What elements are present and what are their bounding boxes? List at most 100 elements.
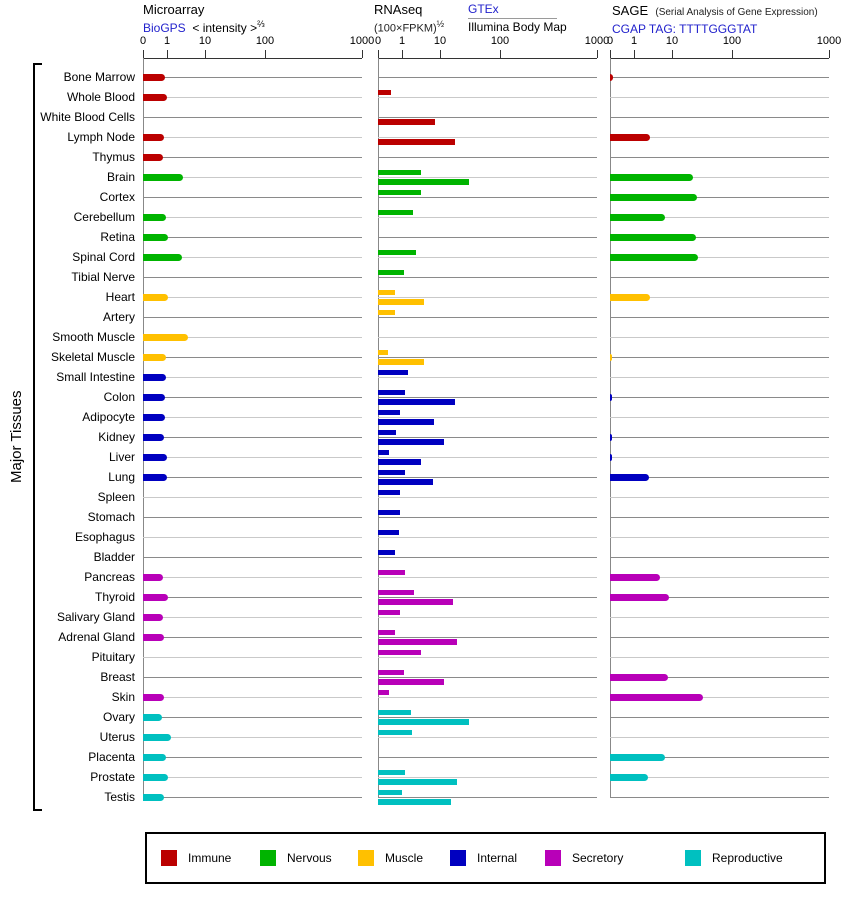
- sage-row-line-7: [610, 217, 829, 218]
- microarray-row-line-20: [143, 477, 362, 478]
- rnaseq-row-line-14: [378, 357, 597, 358]
- microarray-tick-100: [265, 50, 266, 58]
- microarray-bar-kidney: [143, 434, 164, 441]
- tissue-label-ovary: Ovary: [102, 710, 135, 724]
- tissues-bracket: [33, 63, 35, 811]
- rnaseq-row-line-0: [378, 77, 597, 78]
- microarray-tick-1: [167, 50, 168, 58]
- sage-row-line-29: [610, 657, 829, 658]
- rnaseq-tick-0: [378, 50, 379, 58]
- sage-row-line-3: [610, 137, 829, 138]
- microarray-row-line-0: [143, 77, 362, 78]
- tissue-label-artery: Artery: [102, 310, 135, 324]
- sage-row-line-24: [610, 557, 829, 558]
- microarray-bar-whole-blood: [143, 94, 167, 101]
- rnaseq-row-line-8: [378, 237, 597, 238]
- sage-bar-brain: [610, 174, 693, 181]
- microarray-row-line-19: [143, 457, 362, 458]
- sage-row-line-31: [610, 697, 829, 698]
- tissue-label-thyroid: Thyroid: [94, 590, 135, 604]
- sage-row-line-35: [610, 777, 829, 778]
- sage-tick-label-1: 1: [630, 35, 638, 47]
- tissue-label-cortex: Cortex: [99, 190, 135, 204]
- legend: Immune Nervous Muscle Internal Secretory Repr…: [145, 832, 826, 884]
- rnaseq-gtex-bar-prostate: [378, 770, 405, 775]
- sage-row-line-33: [610, 737, 829, 738]
- microarray-unit: < intensity >⅔: [192, 19, 265, 35]
- tissue-label-placenta: Placenta: [88, 750, 135, 764]
- rnaseq-illumina-bar-adipocyte: [378, 419, 434, 425]
- rnaseq-gtex-bar-esophagus: [378, 530, 399, 535]
- rnaseq-gtex-bar-adrenal-gland: [378, 630, 395, 635]
- rnaseq-row-line-12: [378, 317, 597, 318]
- microarray-bar-skeletal-muscle: [143, 354, 166, 361]
- rnaseq-row-line-17: [378, 417, 597, 418]
- sage-row-line-11: [610, 297, 829, 298]
- gtex-link[interactable]: GTEx: [468, 2, 499, 16]
- biogps-link[interactable]: BioGPS: [143, 21, 186, 35]
- rnaseq-gtex-bar-kidney: [378, 430, 396, 435]
- microarray-row-line-7: [143, 217, 362, 218]
- sage-row-line-5: [610, 177, 829, 178]
- microarray-bar-brain: [143, 174, 183, 181]
- rnaseq-row-line-26: [378, 597, 597, 598]
- rnaseq-illumina-bar-thyroid: [378, 599, 453, 605]
- rnaseq-gtex-bar-small-intestine: [378, 370, 408, 375]
- microarray-panel: 0 1 10 100 1000: [140, 0, 374, 810]
- legend-item-muscle: Muscle: [358, 850, 488, 866]
- rnaseq-row-line-20: [378, 477, 597, 478]
- rnaseq-tick-10: [440, 50, 441, 58]
- sage-row-line-16: [610, 397, 829, 398]
- tissue-label-lymph-node: Lymph Node: [67, 130, 135, 144]
- legend-item-immune: Immune: [161, 850, 291, 866]
- rnaseq-gtex-bar-cortex: [378, 190, 421, 195]
- legend-label-internal: Internal: [477, 851, 518, 865]
- rnaseq-row-line-11: [378, 297, 597, 298]
- microarray-row-line-31: [143, 697, 362, 698]
- sage-row-line-15: [610, 377, 829, 378]
- tissue-label-breast: Breast: [100, 670, 135, 684]
- rnaseq-illumina-bar-lymph-node: [378, 139, 455, 145]
- sage-row-line-22: [610, 517, 829, 518]
- tissue-label-stomach: Stomach: [87, 510, 135, 524]
- rnaseq-row-line-3: [378, 137, 597, 138]
- microarray-row-line-17: [143, 417, 362, 418]
- rnaseq-row-line-25: [378, 577, 597, 578]
- microarray-bar-salivary-gland: [143, 614, 163, 621]
- microarray-tick-label-1000: 1000: [349, 35, 375, 47]
- rnaseq-gtex-bar-skin: [378, 690, 389, 695]
- rnaseq-gtex-bar-pituitary: [378, 650, 421, 655]
- rnaseq-gtex-bar-liver: [378, 450, 389, 455]
- tissue-label-liver: Liver: [108, 450, 135, 464]
- rnaseq-row-line-15: [378, 377, 597, 378]
- rnaseq-row-line-22: [378, 517, 597, 518]
- microarray-row-line-13: [143, 337, 362, 338]
- rnaseq-illumina-bar-testis: [378, 799, 451, 805]
- sage-row-line-17: [610, 417, 829, 418]
- tissue-label-tibial-nerve: Tibial Nerve: [71, 270, 135, 284]
- microarray-row-line-35: [143, 777, 362, 778]
- sage-tick-1000: [829, 50, 830, 58]
- microarray-row-line-21: [143, 497, 362, 498]
- rnaseq-tick-label-1: 1: [398, 35, 406, 47]
- rnaseq-row-line-4: [378, 157, 597, 158]
- reproductive-swatch: [685, 850, 701, 866]
- tissue-label-thymus: Thymus: [92, 150, 135, 164]
- microarray-row-line-8: [143, 237, 362, 238]
- microarray-row-line-24: [143, 557, 362, 558]
- rnaseq-row-line-7: [378, 217, 597, 218]
- rnaseq-gtex-bar-bladder: [378, 550, 395, 555]
- sage-tick-100: [732, 50, 733, 58]
- microarray-row-line-28: [143, 637, 362, 638]
- microarray-row-line-3: [143, 137, 362, 138]
- tissue-label-lung: Lung: [108, 470, 135, 484]
- tissues-bracket-top-tick: [33, 63, 42, 65]
- cgap-tag-link[interactable]: CGAP TAG: TTTTGGGTAT: [612, 22, 758, 36]
- tissue-label-heart: Heart: [105, 290, 135, 304]
- tissue-label-spinal-cord: Spinal Cord: [72, 250, 135, 264]
- tissue-label-colon: Colon: [103, 390, 135, 404]
- tissue-label-brain: Brain: [106, 170, 135, 184]
- microarray-bar-small-intestine: [143, 374, 166, 381]
- rnaseq-illumina-bar-skeletal-muscle: [378, 359, 424, 365]
- sage-axis-vline: [610, 58, 611, 797]
